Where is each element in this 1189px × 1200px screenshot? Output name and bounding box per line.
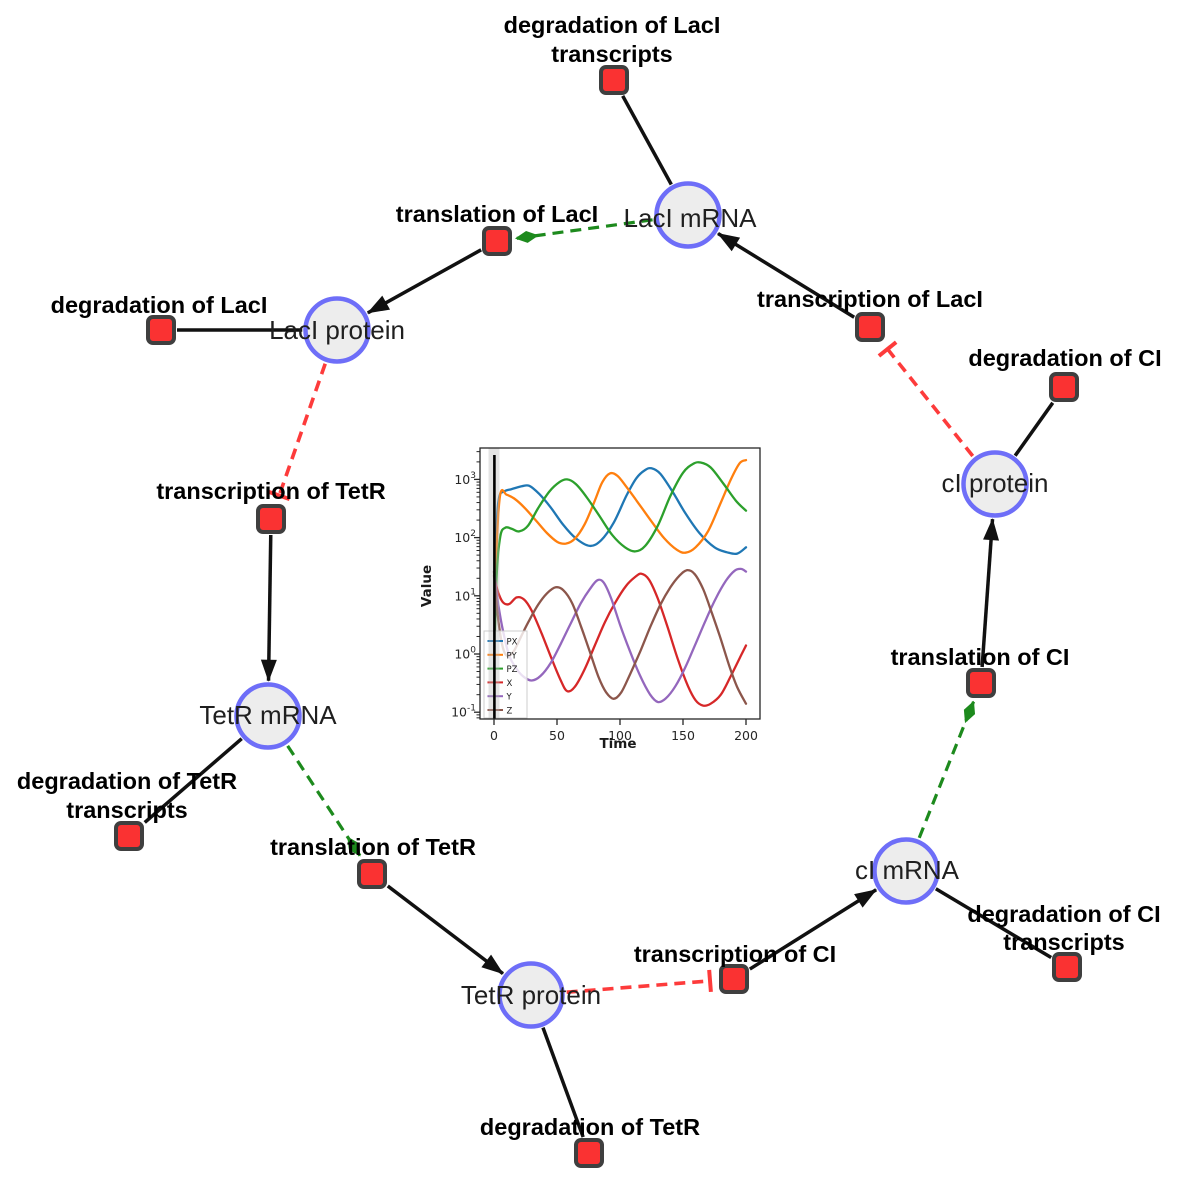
reaction-node-deg_tetR_tx xyxy=(114,821,144,851)
edge-reactant-tetR_protein-deg_tetR xyxy=(541,1027,585,1138)
legend-label-PY: PY xyxy=(507,651,518,661)
reaction-node-txn_lacI xyxy=(855,312,885,342)
series-curve-Z xyxy=(492,568,748,705)
edge-modifier-lacI_mRNA-transl_lacI xyxy=(514,218,653,243)
reaction-label-deg_tetR_tx-line2: transcripts xyxy=(66,797,187,823)
legend-label-X: X xyxy=(507,679,513,689)
legend-label-Y: Y xyxy=(506,693,513,703)
y-tick-label: 101 xyxy=(454,587,476,603)
labels-layer: LacI mRNA LacI protein TetR mRNA TetR prote… xyxy=(17,12,1162,1140)
edge-reactant-tetR_mRNA-deg_tetR_tx xyxy=(143,737,243,824)
edge-product-transl_cI-cI_protein xyxy=(980,518,1000,668)
edge-product-txn_lacI-lacI_mRNA xyxy=(717,231,856,319)
reaction-label-transl_cI: translation of CI xyxy=(891,644,1070,670)
reaction-node-deg_tetR xyxy=(574,1138,604,1168)
species-node-cI_protein xyxy=(961,450,1029,518)
nodes-layer xyxy=(114,65,1082,1168)
plot-series-curves xyxy=(492,458,748,707)
edge-product-txn_tetR-tetR_mRNA xyxy=(260,534,277,682)
y-axis-label: Value xyxy=(419,565,435,607)
x-tick-label: 200 xyxy=(734,728,758,743)
species-label-tetR_protein: TetR protein xyxy=(461,980,601,1010)
edge-modifier-tetR_mRNA-transl_tetR xyxy=(286,744,362,857)
edge-product-transl_tetR-tetR_protein xyxy=(386,884,505,976)
reaction-node-deg_lacI xyxy=(146,315,176,345)
reaction-node-deg_lacI_tx xyxy=(599,65,629,95)
reaction-label-deg_tetR_tx-line1: degradation of TetR xyxy=(17,768,237,794)
reaction-label-deg_tetR: degradation of TetR xyxy=(480,1114,700,1140)
x-tick-label: 150 xyxy=(671,728,695,743)
species-label-lacI_mRNA: LacI mRNA xyxy=(624,203,758,233)
inhibition-tee-txn_cI xyxy=(707,969,713,993)
legend-label-Z: Z xyxy=(507,707,513,717)
reaction-label-txn_tetR: transcription of TetR xyxy=(156,478,385,504)
species-node-cI_mRNA xyxy=(872,837,940,905)
species-node-lacI_protein xyxy=(303,296,371,364)
edge-inhibition-cI_protein-txn_lacI xyxy=(886,347,975,458)
y-tick-label: 103 xyxy=(454,471,476,487)
x-tick-label: 0 xyxy=(490,728,498,743)
edge-reactant-cI_protein-deg_cI xyxy=(1013,401,1055,457)
series-curve-PZ xyxy=(492,461,748,673)
reaction-label-transl_tetR: translation of TetR xyxy=(270,834,476,860)
edges-layer xyxy=(143,95,1055,1138)
reaction-label-deg_cI_tx-line1: degradation of CI xyxy=(967,901,1160,927)
reaction-label-deg_cI_tx-line2: transcripts xyxy=(1003,929,1124,955)
species-label-lacI_protein: LacI protein xyxy=(269,315,405,345)
x-axis-label: Time xyxy=(599,736,636,752)
series-curve-Y xyxy=(492,567,748,704)
reaction-node-deg_cI xyxy=(1049,372,1079,402)
reaction-node-transl_cI xyxy=(966,668,996,698)
inhibition-tee-txn_lacI xyxy=(877,340,898,358)
reaction-label-deg_lacI: degradation of LacI xyxy=(51,292,268,318)
reaction-label-deg_lacI_tx-line1: degradation of LacI xyxy=(504,12,721,38)
series-curve-PY xyxy=(492,458,748,669)
edge-reactant-cI_mRNA-deg_cI_tx xyxy=(934,887,1053,960)
edge-product-transl_lacI-lacI_protein xyxy=(366,248,482,315)
reaction-label-deg_cI: degradation of CI xyxy=(968,345,1161,371)
y-tick-label: 102 xyxy=(454,529,476,545)
series-curve-PX xyxy=(492,466,748,661)
reaction-label-txn_lacI: transcription of LacI xyxy=(757,286,983,312)
species-label-cI_mRNA: cI mRNA xyxy=(855,855,960,885)
reaction-node-txn_tetR xyxy=(256,504,286,534)
edge-inhibition-lacI_protein-txn_tetR xyxy=(277,363,327,497)
series-curve-X xyxy=(492,572,748,707)
legend-label-PX: PX xyxy=(507,638,518,648)
legend-label-PZ: PZ xyxy=(507,665,518,675)
species-node-tetR_protein xyxy=(497,961,565,1029)
x-tick-label: 100 xyxy=(608,728,632,743)
inhibition-tee-txn_tetR xyxy=(268,489,291,502)
plot-axes-ticks: 0 50 100 150 200 10-1 100 101 102 103 xyxy=(451,451,758,743)
species-node-lacI_mRNA xyxy=(654,181,722,249)
reaction-node-transl_tetR xyxy=(357,859,387,889)
reaction-node-deg_cI_tx xyxy=(1052,952,1082,982)
species-node-tetR_mRNA xyxy=(234,682,302,750)
edge-product-txn_cI-cI_mRNA xyxy=(748,888,878,971)
reaction-label-txn_cI: transcription of CI xyxy=(634,941,836,967)
x-tick-label: 50 xyxy=(549,728,565,743)
reaction-label-transl_lacI: translation of LacI xyxy=(396,201,598,227)
plot-frame xyxy=(479,447,761,720)
reaction-node-transl_lacI xyxy=(482,226,512,256)
edge-reactant-lacI_mRNA-deg_lacI_tx xyxy=(621,95,673,186)
edge-inhibition-tetR_protein-txn_cI xyxy=(566,979,711,994)
y-tick-label: 100 xyxy=(454,646,476,662)
legend-box xyxy=(483,630,528,719)
timecourse-plot: 0 50 100 150 200 10-1 100 101 102 103 Time Value PX P… xyxy=(419,447,761,752)
y-tick-label: 10-1 xyxy=(451,704,476,720)
species-label-tetR_mRNA: TetR mRNA xyxy=(199,700,337,730)
reaction-label-deg_lacI_tx-line2: transcripts xyxy=(551,41,672,67)
reaction-node-txn_cI xyxy=(719,964,749,994)
species-label-cI_protein: cI protein xyxy=(942,468,1049,498)
edge-modifier-cI_mRNA-transl_cI xyxy=(917,700,976,839)
